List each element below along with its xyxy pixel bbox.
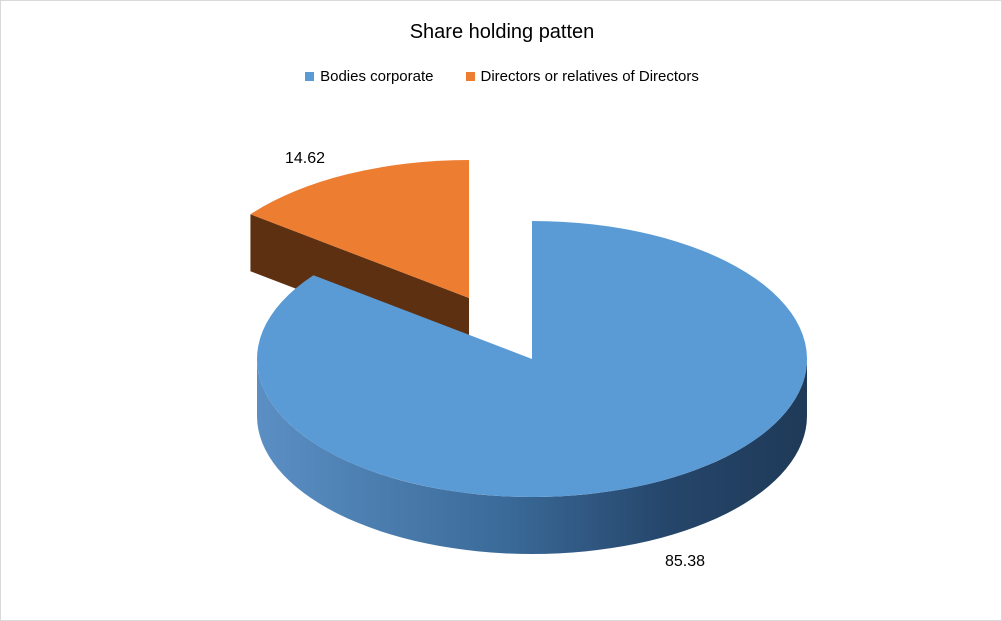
- pie-slice-bodies-corporate: [256, 221, 807, 554]
- legend: Bodies corporate Directors or relatives …: [1, 68, 1002, 85]
- legend-label-directors: Directors or relatives of Directors: [480, 68, 699, 85]
- data-label-bodies-corporate: 85.38: [665, 553, 705, 570]
- legend-swatch-bodies-corporate: [305, 72, 315, 81]
- legend-swatch-directors: [465, 72, 475, 81]
- chart-title: Share holding patten: [409, 21, 595, 43]
- legend-item-directors: Directors or relatives of Directors: [465, 68, 699, 85]
- data-label-directors: 14.62: [285, 150, 325, 167]
- legend-item-bodies-corporate: Bodies corporate: [305, 68, 434, 85]
- legend-label-bodies-corporate: Bodies corporate: [320, 68, 434, 85]
